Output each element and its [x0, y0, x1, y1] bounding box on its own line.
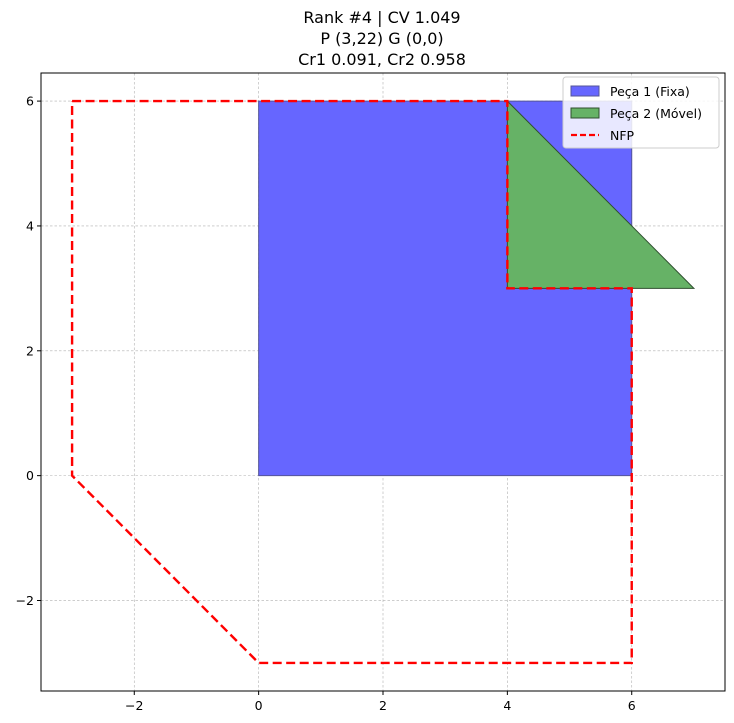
y-tick-label: 0 [26, 468, 34, 483]
legend-frame [562, 76, 720, 149]
legend-swatch-fixa [570, 85, 600, 97]
x-tick-label: −2 [125, 698, 143, 713]
y-tick-label: 2 [26, 343, 34, 358]
legend-label-nfp: NFP [610, 128, 635, 143]
title-line-1: Rank #4 | CV 1.049 [303, 8, 460, 27]
title-line-2: P (3,22) G (0,0) [320, 29, 443, 48]
title-line-3: Cr1 0.091, Cr2 0.958 [298, 50, 466, 69]
plot-area [70, 99, 696, 665]
y-tick-label: 4 [26, 218, 34, 233]
x-tick-label: 6 [628, 698, 636, 713]
axes: −2 0 2 4 6 −2 0 2 4 6 [16, 72, 726, 713]
x-tick-label: 4 [503, 698, 511, 713]
y-tick-label: −2 [16, 593, 34, 608]
x-tick-label: 0 [255, 698, 263, 713]
legend-label-movel: Peça 2 (Móvel) [610, 106, 702, 121]
legend-swatch-movel [570, 107, 600, 119]
y-tick-label: 6 [26, 94, 34, 109]
legend: Peça 1 (Fixa) Peça 2 (Móvel) NFP [562, 76, 720, 149]
x-tick-label: 2 [379, 698, 387, 713]
legend-label-fixa: Peça 1 (Fixa) [610, 84, 690, 99]
line-nfp [70, 99, 633, 665]
